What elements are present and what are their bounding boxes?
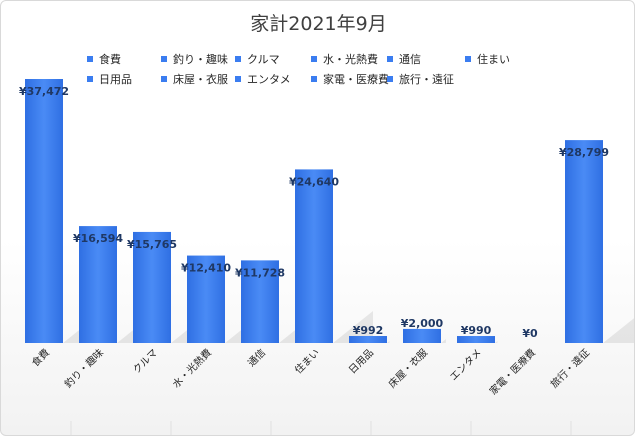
legend-swatch bbox=[161, 56, 167, 62]
legend-item-8: エンタメ bbox=[235, 71, 291, 87]
legend-label: 住まい bbox=[477, 53, 510, 66]
legend-label: 家電・医療費 bbox=[323, 73, 389, 86]
chart-legend: 食費 釣り・趣味 クルマ 水・光熱費 通信 住まい日用品 床屋・衣服 エンタメ 家電・医療費 旅行… bbox=[1, 51, 634, 101]
bar-value-label: ¥16,594 bbox=[73, 232, 123, 245]
legend-label: 通信 bbox=[399, 53, 421, 66]
bar-4 bbox=[241, 260, 279, 343]
category-label: 日用品 bbox=[346, 347, 376, 377]
legend-item-5: 住まい bbox=[465, 51, 510, 67]
bar-shadow bbox=[603, 318, 634, 343]
category-label: 旅行・遠征 bbox=[548, 346, 593, 391]
legend-swatch bbox=[465, 56, 471, 62]
bar-7 bbox=[403, 328, 441, 343]
bar-6 bbox=[349, 336, 387, 343]
legend-label: 水・光熱費 bbox=[323, 53, 378, 66]
legend-swatch bbox=[235, 56, 241, 62]
bar-shadow bbox=[333, 311, 373, 343]
category-label: 食費 bbox=[29, 346, 52, 369]
category-label: 釣り・趣味 bbox=[62, 346, 107, 391]
legend-label: エンタメ bbox=[247, 73, 291, 86]
legend-swatch bbox=[161, 76, 167, 82]
bar-0 bbox=[25, 79, 63, 343]
legend-item-2: クルマ bbox=[235, 51, 280, 67]
bar-3 bbox=[187, 255, 225, 343]
legend-label: 食費 bbox=[99, 53, 121, 66]
legend-item-0: 食費 bbox=[87, 51, 121, 67]
bar-5 bbox=[295, 169, 333, 343]
legend-item-3: 水・光熱費 bbox=[311, 51, 378, 67]
bar-value-label: ¥11,728 bbox=[235, 266, 285, 279]
legend-item-7: 床屋・衣服 bbox=[161, 71, 228, 87]
legend-swatch bbox=[87, 56, 93, 62]
legend-swatch bbox=[235, 76, 241, 82]
bar-value-label: ¥0 bbox=[522, 327, 538, 340]
bar-value-label: ¥15,765 bbox=[127, 238, 177, 251]
bar-shadow bbox=[387, 341, 390, 343]
bar-value-label: ¥37,472 bbox=[19, 85, 69, 98]
legend-item-1: 釣り・趣味 bbox=[161, 51, 228, 67]
bar-1 bbox=[79, 226, 117, 343]
legend-item-6: 日用品 bbox=[87, 71, 132, 87]
category-label: 住まい bbox=[292, 346, 322, 376]
legend-swatch bbox=[87, 76, 93, 82]
category-label: 家電・医療費 bbox=[487, 346, 539, 398]
legend-label: 床屋・衣服 bbox=[173, 73, 228, 86]
bar-value-label: ¥28,799 bbox=[559, 146, 609, 159]
bar-10 bbox=[565, 140, 603, 343]
category-label: 通信 bbox=[245, 347, 268, 370]
bar-value-label: ¥990 bbox=[461, 324, 492, 337]
category-label: 水・光熱費 bbox=[170, 346, 215, 391]
bar-value-label: ¥992 bbox=[353, 324, 384, 337]
legend-item-9: 家電・医療費 bbox=[311, 71, 389, 87]
legend-label: クルマ bbox=[247, 53, 280, 66]
legend-swatch bbox=[311, 76, 317, 82]
bar-value-label: ¥24,640 bbox=[289, 175, 339, 188]
bar-value-label: ¥2,000 bbox=[401, 317, 444, 330]
legend-swatch bbox=[387, 56, 393, 62]
bar-shadow bbox=[495, 341, 498, 343]
bar-8 bbox=[457, 336, 495, 343]
legend-label: 釣り・趣味 bbox=[173, 53, 228, 66]
category-label: 床屋・衣服 bbox=[386, 346, 431, 391]
legend-swatch bbox=[387, 76, 393, 82]
bar-2 bbox=[133, 231, 171, 343]
legend-item-4: 通信 bbox=[387, 51, 421, 67]
bar-value-label: ¥12,410 bbox=[181, 262, 231, 275]
legend-label: 旅行・遠征 bbox=[399, 73, 454, 86]
category-label: クルマ bbox=[131, 347, 160, 376]
chart-title: 家計2021年9月 bbox=[250, 13, 387, 35]
legend-item-10: 旅行・遠征 bbox=[387, 71, 454, 87]
category-label: エンタメ bbox=[448, 347, 485, 384]
bar-shadow bbox=[441, 339, 446, 343]
legend-label: 日用品 bbox=[99, 73, 132, 86]
legend-swatch bbox=[311, 56, 317, 62]
